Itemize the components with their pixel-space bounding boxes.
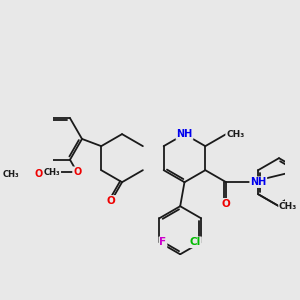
Text: O: O bbox=[34, 169, 43, 179]
Text: CH₃: CH₃ bbox=[3, 170, 20, 179]
Text: NH: NH bbox=[250, 177, 266, 187]
Text: CH₃: CH₃ bbox=[226, 130, 244, 139]
Text: F: F bbox=[159, 237, 167, 247]
Text: Cl: Cl bbox=[190, 237, 201, 247]
Text: O: O bbox=[222, 199, 230, 209]
Text: O: O bbox=[73, 167, 81, 177]
Text: CH₃: CH₃ bbox=[279, 202, 297, 211]
Text: CH₃: CH₃ bbox=[44, 168, 60, 177]
Text: NH: NH bbox=[176, 129, 193, 139]
Text: O: O bbox=[107, 196, 116, 206]
